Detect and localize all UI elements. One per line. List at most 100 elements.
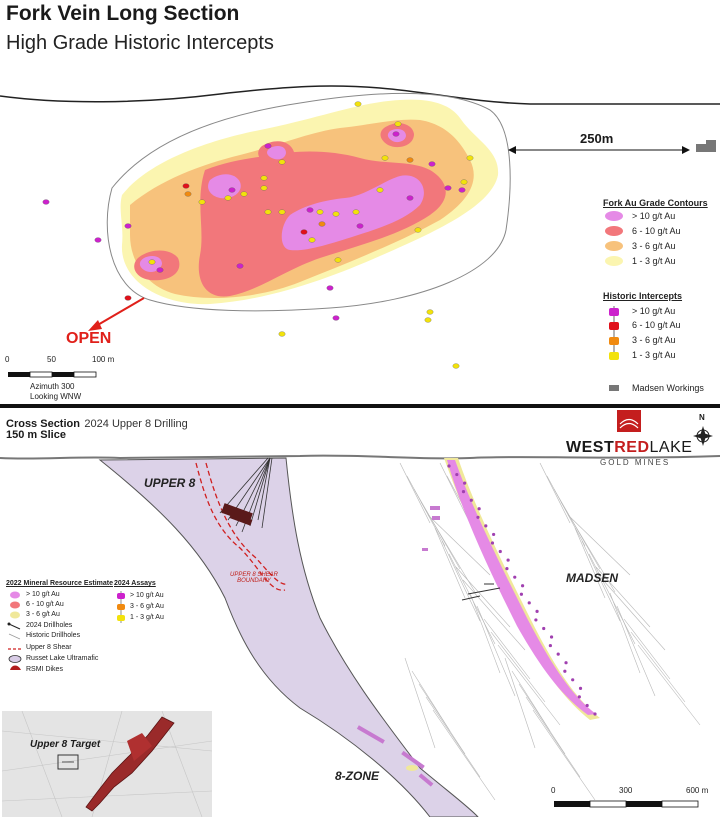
madsen-assay-dot	[527, 601, 531, 605]
historic-drillhole	[469, 592, 501, 674]
contour-legend-swatches	[605, 211, 623, 266]
madsen-assay-dot	[484, 524, 488, 528]
intercept-legend-item: 1 - 3 g/t Au	[632, 350, 676, 360]
historic-drillhole	[425, 696, 481, 778]
historic-drillhole	[581, 540, 621, 622]
page-subtitle: High Grade Historic Intercepts	[6, 32, 274, 54]
cross-section-title-bold: Cross Section	[6, 418, 80, 430]
scale-tick-0: 0	[5, 355, 10, 364]
resource-legend-swatches	[7, 591, 22, 670]
assay-legend-title: 2024 Assays	[114, 580, 156, 587]
madsen-assay-dot	[548, 643, 552, 648]
intercept-marker	[94, 237, 102, 243]
azimuth-label: Azimuth 300	[30, 382, 75, 391]
intercept-marker	[198, 199, 206, 205]
historic-drillhole	[490, 631, 546, 703]
historic-drillhole	[616, 605, 656, 697]
inset-label: Upper 8 Target	[30, 739, 101, 750]
open-arrow	[95, 297, 145, 327]
intercept-marker	[42, 199, 50, 205]
madsen-assay-dot	[585, 703, 589, 708]
resource-legend-item: Upper 8 Shear	[26, 644, 72, 651]
intercept-marker	[332, 315, 340, 321]
intercept-marker	[426, 309, 434, 315]
historic-drillhole	[399, 462, 431, 524]
historic-drillhole	[497, 644, 561, 726]
intercept-marker	[458, 187, 466, 193]
contour-legend-item: 6 - 10 g/t Au	[632, 226, 681, 236]
surface-line	[0, 454, 720, 460]
madsen-assay-dot	[549, 635, 554, 639]
historic-drillhole	[623, 618, 671, 680]
cross-section-map	[0, 410, 720, 817]
scale-tick-50: 50	[47, 355, 56, 364]
upper8-intercepts	[221, 503, 253, 526]
brand-tagline: GOLD MINES	[600, 458, 671, 467]
intercept-marker	[354, 101, 362, 107]
historic-drillhole	[483, 618, 531, 680]
historic-drillhole	[476, 605, 516, 697]
assay-legend-swatches	[117, 591, 125, 623]
resource-legend-item: 3 - 6 g/t Au	[26, 611, 60, 618]
historic-drillhole	[609, 592, 641, 674]
historic-drillhole	[462, 579, 526, 651]
cross-section-panel: Upper 8 Target Cross Section 2024 Upper …	[0, 408, 720, 817]
intercept-marker	[224, 195, 232, 201]
historic-drillhole	[427, 514, 491, 576]
upper8-shear	[195, 462, 286, 591]
intercept-marker	[156, 267, 164, 273]
intercept-marker	[466, 155, 474, 161]
historic-drillhole	[525, 696, 581, 778]
assay-legend-item: 1 - 3 g/t Au	[130, 614, 164, 621]
historic-drillhole	[504, 657, 536, 749]
resource-legend-title: 2022 Mineral Resource Estimate	[6, 580, 113, 587]
intercept-marker	[392, 131, 400, 137]
intercept-marker	[124, 295, 132, 301]
intercept-marker	[278, 209, 286, 215]
intercept-marker	[326, 285, 334, 291]
intercept-marker	[444, 185, 452, 191]
intercept-marker	[334, 257, 342, 263]
madsen-assay-dot	[463, 481, 467, 485]
madsen-assay-dot	[505, 567, 509, 571]
intercept-marker	[278, 159, 286, 165]
madsen-assay-dot	[564, 661, 568, 665]
slice-label: 150 m Slice	[6, 429, 66, 441]
resource-legend-item: Russet Lake Ultramafic	[26, 655, 99, 662]
resource-legend-item: > 10 g/t Au	[26, 591, 60, 598]
intercept-marker	[182, 183, 190, 189]
intercept-marker	[318, 221, 326, 227]
intercept-marker	[124, 223, 132, 229]
madsen-assay-dot	[447, 464, 451, 468]
historic-drillholes	[399, 462, 701, 801]
madsen-assay-dot	[577, 695, 581, 699]
madsen-assay-dot	[593, 712, 597, 716]
historic-drillhole	[637, 644, 701, 726]
intercept-marker	[236, 263, 244, 269]
madsen-assay-dot	[563, 669, 567, 673]
historic-drillhole	[539, 462, 571, 524]
madsen-assay-dot	[490, 541, 495, 545]
madsen-assay-dot	[578, 686, 583, 690]
intercept-marker	[332, 211, 340, 217]
zone-label-upper8: UPPER 8	[144, 476, 196, 490]
madsen-assay-dot	[476, 515, 480, 519]
madsen-assay-dot	[477, 507, 481, 511]
madsen-assay-dot	[492, 532, 496, 537]
resource-legend-item: RSMI Dikes	[26, 666, 63, 673]
panel-divider	[0, 404, 720, 408]
intercept-legend-item: 6 - 10 g/t Au	[632, 320, 681, 330]
madsen-assay-dot	[469, 498, 473, 502]
intercept-marker	[406, 157, 414, 163]
zone-label-madsen: MADSEN	[566, 571, 619, 585]
scale-bar-bottom	[554, 800, 699, 808]
intercept-marker	[264, 143, 272, 149]
historic-drillhole	[418, 683, 466, 755]
assay-legend-item: > 10 g/t Au	[130, 592, 164, 599]
intercept-marker	[228, 187, 236, 193]
north-label: N	[699, 413, 705, 422]
intercept-marker	[424, 317, 432, 323]
historic-intercepts	[42, 101, 474, 369]
historic-drillhole	[455, 566, 511, 628]
intercept-marker	[300, 229, 308, 235]
